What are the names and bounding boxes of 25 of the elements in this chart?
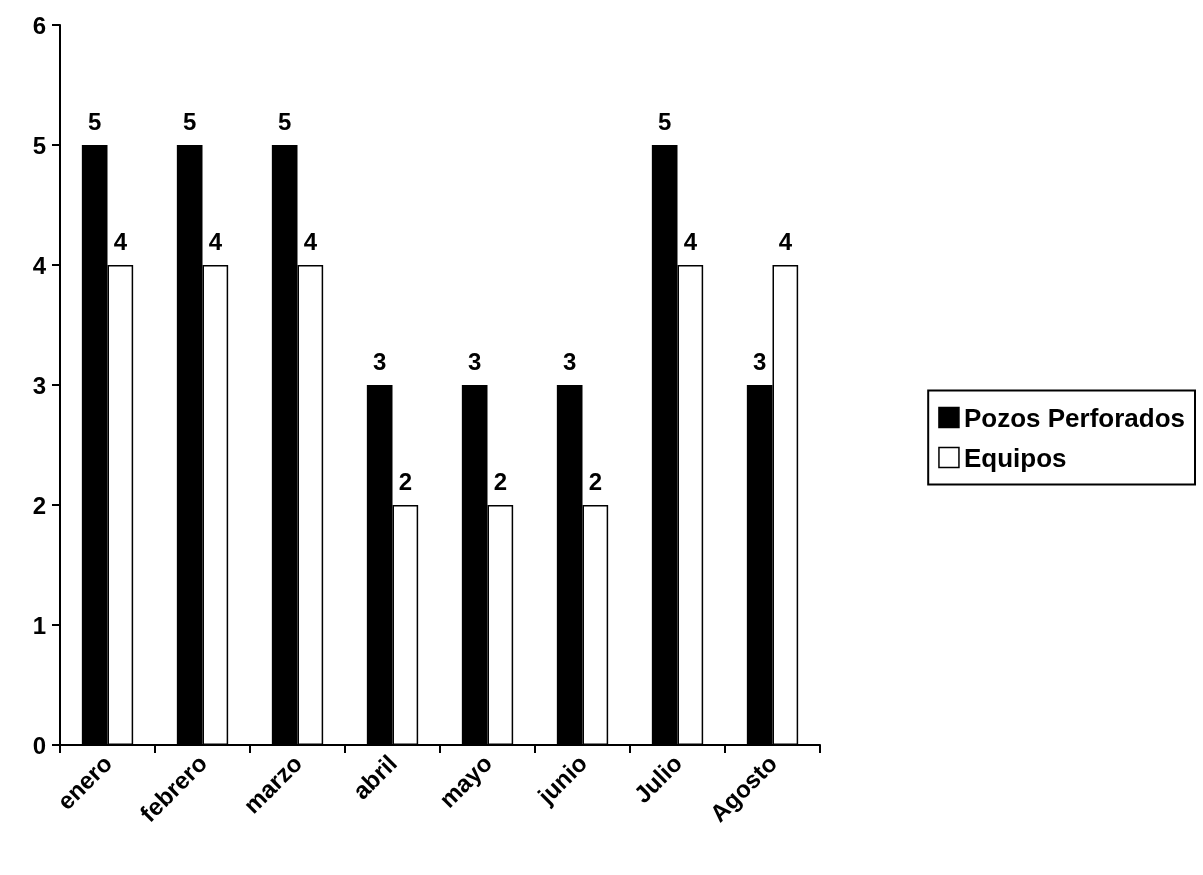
data-label: 5 <box>88 107 102 135</box>
data-label: 3 <box>468 347 482 375</box>
legend-label: Pozos Perforados <box>963 402 1186 433</box>
data-label: 4 <box>113 227 128 255</box>
data-label: 2 <box>588 467 602 495</box>
data-label: 2 <box>398 467 412 495</box>
data-label: 4 <box>208 227 223 255</box>
data-label: 3 <box>373 347 387 375</box>
data-label: 5 <box>278 107 292 135</box>
data-label: 5 <box>658 107 672 135</box>
y-tick-label: 3 <box>32 371 46 399</box>
data-label: 3 <box>563 347 577 375</box>
y-tick-label: 5 <box>32 131 46 159</box>
data-label: 2 <box>493 467 507 495</box>
data-label: 4 <box>683 227 698 255</box>
y-tick-label: 4 <box>32 251 47 279</box>
legend-label: Equipos <box>963 442 1067 473</box>
y-tick-label: 0 <box>32 731 46 759</box>
y-tick-label: 1 <box>32 611 46 639</box>
data-label: 4 <box>778 227 793 255</box>
data-label: 5 <box>183 107 197 135</box>
data-label: 4 <box>303 227 318 255</box>
y-tick-label: 6 <box>32 11 46 39</box>
data-label: 3 <box>753 347 767 375</box>
y-tick-label: 2 <box>32 491 46 519</box>
